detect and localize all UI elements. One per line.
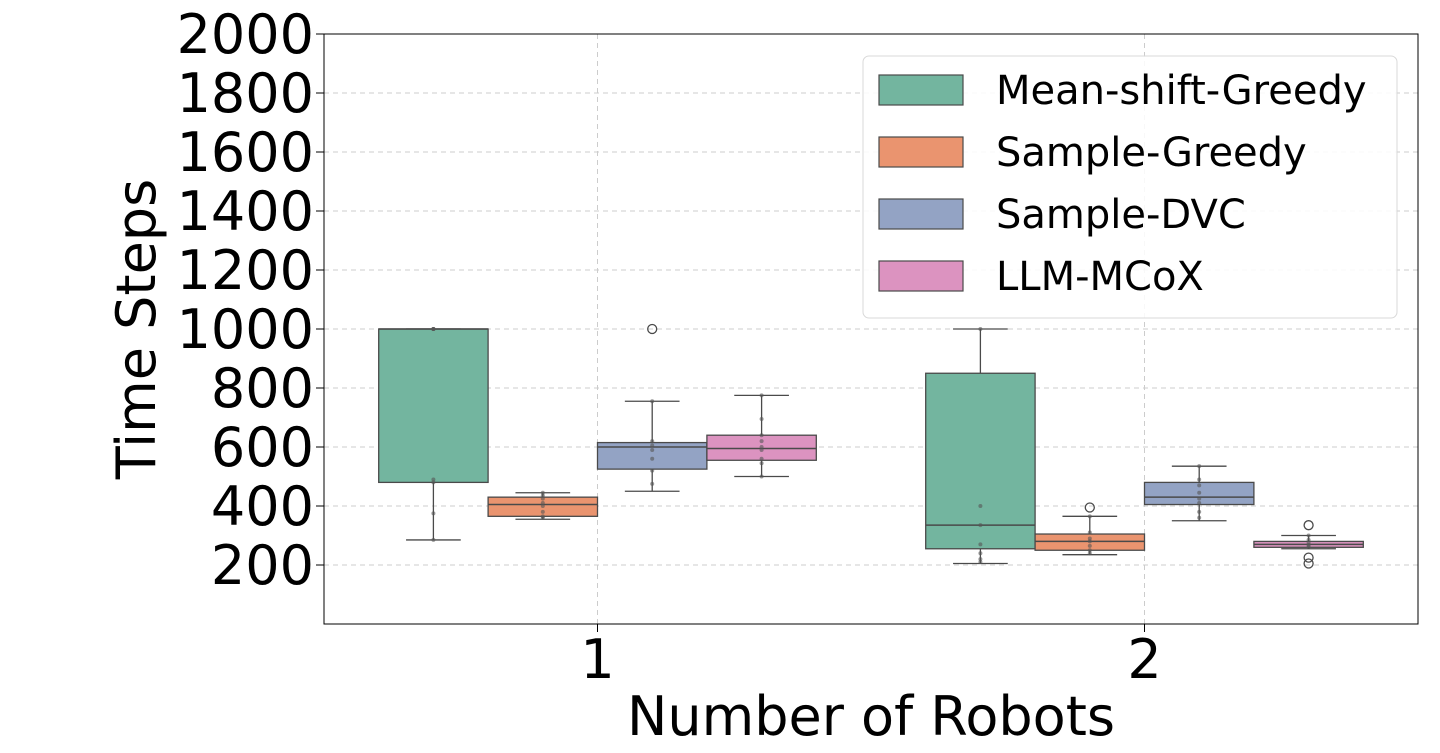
y-tick-label: 400 — [211, 475, 314, 538]
data-point — [540, 515, 545, 520]
data-point — [1306, 533, 1311, 538]
data-point — [1087, 514, 1092, 519]
data-point — [540, 504, 545, 508]
y-tick-label: 1200 — [177, 239, 314, 302]
legend-swatch — [878, 260, 964, 292]
legend-swatch — [878, 198, 964, 230]
box-llm-mcox-2 — [1253, 520, 1364, 569]
data-point — [431, 477, 436, 482]
legend-swatch — [878, 136, 964, 168]
data-point — [759, 456, 764, 461]
data-point — [759, 416, 764, 421]
x-tick-label: 2 — [1127, 628, 1161, 691]
y-tick-label: 1000 — [177, 298, 314, 361]
legend: Mean-shift-Greedy Sample-Greedy Sample-DVC… — [862, 55, 1398, 319]
legend-label: Mean-shift-Greedy — [996, 68, 1367, 114]
y-tick-label: 1600 — [177, 121, 314, 184]
data-point — [1197, 501, 1202, 506]
outlier-point — [1303, 552, 1314, 563]
data-point — [978, 542, 983, 547]
data-point — [978, 327, 983, 331]
x-axis-title: Number of Robots — [627, 685, 1115, 748]
box-sample-dvc-2 — [1143, 464, 1255, 522]
legend-frame — [862, 55, 1398, 319]
data-point — [978, 523, 983, 528]
y-tick-label: 1800 — [177, 62, 314, 125]
y-tick-label: 1400 — [177, 180, 314, 243]
data-point — [1306, 544, 1311, 549]
y-tick-label: 2000 — [177, 3, 314, 66]
data-point — [431, 480, 436, 485]
data-point — [650, 447, 655, 452]
legend-label: LLM-MCoX — [996, 254, 1204, 300]
outlier-point — [647, 323, 658, 335]
box-mean-shift-greedy-1 — [378, 327, 489, 542]
y-tick-label: 600 — [211, 416, 314, 479]
box-sample-greedy-1 — [487, 490, 599, 520]
y-tick-label: 800 — [211, 357, 314, 420]
data-point — [1197, 515, 1202, 520]
outlier-point — [1303, 520, 1314, 531]
data-point — [1087, 551, 1092, 556]
y-axis-title: Time Steps — [105, 179, 168, 480]
data-point — [650, 468, 655, 473]
data-point — [759, 445, 764, 449]
data-point — [431, 327, 436, 331]
box-iqr — [378, 328, 489, 484]
box-iqr — [925, 372, 1036, 550]
data-point — [978, 560, 983, 565]
data-point — [540, 496, 545, 501]
data-point — [1197, 477, 1202, 482]
data-point — [1197, 509, 1202, 514]
data-point — [1197, 496, 1202, 501]
data-point — [650, 399, 655, 404]
data-point — [431, 537, 436, 542]
data-point — [759, 474, 764, 479]
data-point — [1306, 537, 1311, 542]
box-mean-shift-greedy-2 — [925, 327, 1036, 565]
data-point — [540, 501, 545, 506]
box-llm-mcox-1 — [706, 393, 817, 479]
box-sample-dvc-1 — [596, 323, 708, 492]
box-sample-greedy-2 — [1034, 502, 1146, 556]
data-point — [978, 557, 983, 562]
data-point — [759, 393, 764, 398]
legend-label: Sample-Greedy — [996, 130, 1307, 176]
data-point — [1087, 539, 1092, 544]
data-point — [650, 456, 655, 461]
data-point — [1087, 548, 1092, 553]
data-point — [650, 439, 655, 444]
data-point — [1197, 464, 1202, 469]
data-point — [650, 481, 655, 486]
data-point — [759, 461, 764, 466]
outlier-point — [1303, 558, 1314, 569]
data-point — [759, 447, 764, 452]
data-point — [540, 490, 545, 495]
legend-label: Sample-DVC — [996, 192, 1246, 238]
data-point — [1087, 530, 1092, 535]
data-point — [978, 504, 983, 508]
data-point — [759, 433, 764, 438]
data-point — [431, 511, 436, 516]
legend-swatch — [878, 74, 964, 106]
data-point — [650, 443, 655, 448]
data-point — [1087, 536, 1092, 541]
data-point — [1087, 543, 1092, 548]
data-point — [978, 551, 983, 556]
x-tick-label: 1 — [580, 628, 614, 691]
data-point — [1197, 483, 1202, 488]
box-plot-series — [378, 323, 1364, 569]
data-point — [759, 439, 764, 444]
outlier-point — [1084, 502, 1095, 513]
data-point — [540, 493, 545, 498]
y-tick-label: 200 — [211, 534, 314, 597]
data-point — [540, 509, 545, 514]
data-point — [1197, 490, 1202, 495]
